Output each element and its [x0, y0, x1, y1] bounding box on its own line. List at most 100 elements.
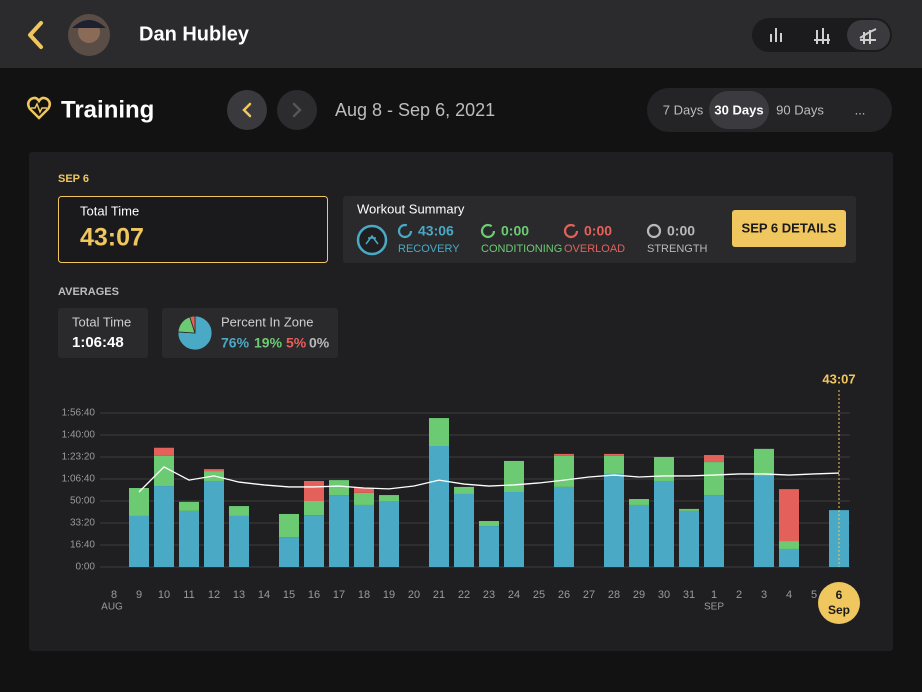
bar-segment [354, 492, 374, 505]
next-button[interactable] [277, 90, 317, 130]
x-tick-label: 3 [761, 589, 767, 601]
y-tick-label: 50:00 [70, 496, 95, 507]
x-sublabel: SEP [704, 602, 724, 613]
y-tick-label: 0:00 [76, 562, 96, 573]
x-tick-label: 23 [483, 589, 495, 601]
summary-value: 43:06 [418, 223, 454, 239]
view-icon-bars[interactable] [770, 28, 782, 42]
bar-segment [429, 418, 449, 446]
avatar-hat [72, 20, 106, 28]
bar-segment [554, 486, 574, 567]
view-icon-mixed[interactable] [814, 28, 830, 44]
bar-segment [204, 469, 224, 472]
total-time-box [58, 196, 328, 263]
back-button[interactable] [28, 21, 43, 49]
date-range: Aug 8 - Sep 6, 2021 [335, 100, 495, 120]
pie-slice [189, 315, 196, 334]
bar-segment [504, 460, 524, 492]
bar-segment [554, 455, 574, 487]
heart-icon [27, 96, 51, 120]
bar-segment [354, 504, 374, 567]
details-button[interactable] [732, 210, 846, 247]
selected-day[interactable] [818, 582, 860, 624]
x-tick-label: 29 [633, 589, 645, 601]
bar-segment [654, 480, 674, 567]
y-tick-label: 33:20 [70, 518, 95, 529]
summary-title: Workout Summary [357, 201, 465, 216]
x-tick-label: 4 [786, 589, 792, 601]
summary-ring [480, 223, 496, 239]
range-option[interactable]: 30 Days [714, 102, 763, 117]
bar-segment [129, 515, 149, 567]
bar-segment [229, 515, 249, 567]
bar-segment [554, 453, 574, 456]
bar-segment [454, 486, 474, 494]
section-title: Training [61, 96, 154, 123]
bar-segment [779, 541, 799, 549]
bar-segment [429, 446, 449, 567]
total-time-value: 43:07 [80, 224, 144, 252]
training-chart: 0:00 16:40 33:20 50:00 1:06:40 1:23:20 1:40:00… [62, 371, 860, 624]
bar-segment [629, 499, 649, 505]
bar-segment [704, 455, 724, 463]
range-option[interactable]: 7 Days [663, 102, 704, 117]
zone-percent: 76% [221, 335, 250, 351]
zone-percent: 19% [254, 335, 283, 351]
bar-segment [454, 493, 474, 567]
view-icon-line[interactable] [859, 28, 877, 44]
x-tick-label: 27 [583, 589, 595, 601]
bar-segment [504, 491, 524, 567]
bar-segment [354, 487, 374, 493]
x-tick-label: 22 [458, 589, 470, 601]
summary-label: STRENGTH [647, 243, 708, 255]
zone-pie: 76% 19% 5% 0% [177, 315, 330, 351]
bar-segment [229, 506, 249, 516]
summary-label: OVERLOAD [564, 243, 625, 255]
range-options: 7 Days 30 Days 90 Days... [663, 91, 866, 129]
zone-percent: 0% [309, 335, 330, 351]
x-tick-label: 12 [208, 589, 220, 601]
next-arrow [292, 102, 302, 118]
bar-segment [304, 501, 324, 516]
avg-total-value: 1:06:48 [72, 334, 124, 351]
x-tick-label: 14 [258, 589, 270, 601]
range-selected[interactable] [709, 91, 769, 129]
details-button-label: SEP 6 DETAILS [742, 220, 837, 235]
zone-title: Percent In Zone [221, 314, 314, 329]
prev-arrow [242, 102, 252, 118]
summary-ring [646, 223, 662, 239]
x-tick-label: 21 [433, 589, 445, 601]
heart-pulse [31, 102, 47, 114]
x-tick-label: 9 [136, 589, 142, 601]
bar-segment [279, 513, 299, 538]
x-tick-label: 18 [358, 589, 370, 601]
summary-ring [563, 223, 579, 239]
bar-segment [304, 480, 324, 501]
bar-segment [679, 510, 699, 567]
averages-title: AVERAGES [58, 286, 119, 298]
range-option[interactable]: 90 Days [776, 102, 824, 117]
bar-segment [604, 455, 624, 474]
view-switch-selected[interactable] [847, 20, 890, 50]
x-tick-label: 30 [658, 589, 670, 601]
summary-ring [397, 223, 413, 239]
bar-segment [679, 508, 699, 511]
x-sublabel: AUG [101, 602, 123, 613]
bar-segment [779, 489, 799, 542]
y-tick-label: 1:40:00 [62, 430, 96, 441]
x-tick-label: 24 [508, 589, 520, 601]
x-tick-label: 17 [333, 589, 345, 601]
bar-segment [129, 488, 149, 516]
bar-segment [604, 453, 624, 456]
bar-segment [154, 486, 174, 567]
x-tick-label: 15 [283, 589, 295, 601]
bar-segment [154, 447, 174, 456]
bar-segment [779, 548, 799, 567]
bar-segment [629, 504, 649, 567]
range-option[interactable]: ... [855, 102, 866, 117]
prev-button[interactable] [227, 90, 267, 130]
x-sublabel: Sep [828, 603, 850, 617]
bar-segment [704, 462, 724, 496]
y-tick-label: 16:40 [70, 540, 95, 551]
